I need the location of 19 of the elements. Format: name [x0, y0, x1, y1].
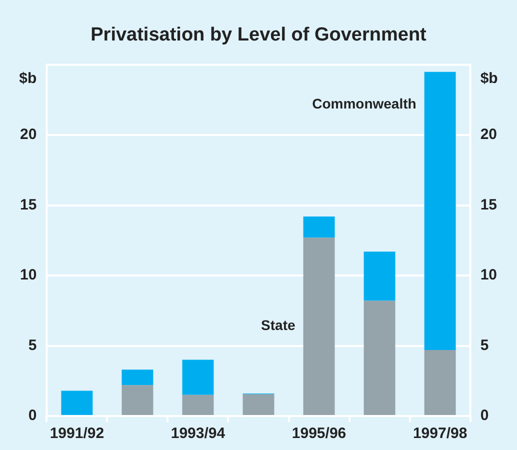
x-tick-label: 1991/92: [50, 425, 104, 442]
series-label: State: [261, 317, 296, 334]
y2-tick-label: 15: [480, 196, 498, 214]
y-tick-label: 10: [20, 266, 37, 284]
y-tick-label: 20: [20, 126, 37, 144]
y-tick-label: 5: [28, 336, 37, 354]
y-tick-label: 15: [20, 196, 37, 214]
y-tick-label: 0: [28, 407, 37, 424]
y-axis-title: $b: [19, 70, 37, 87]
series-label: Commonwealth: [312, 96, 416, 112]
y2-tick-label: 0: [480, 407, 489, 424]
y2-tick-label: 10: [480, 266, 498, 284]
y2-tick-label: 5: [480, 336, 489, 354]
x-tick-label: 1995/96: [292, 425, 346, 442]
x-tick-label: 1997/98: [412, 425, 468, 442]
chart-title: Privatisation by Level of Government: [90, 24, 428, 46]
y2-tick-label: 20: [480, 126, 498, 144]
y2-axis-title: $b: [480, 70, 498, 87]
x-tick-label: 1993/94: [170, 425, 226, 442]
